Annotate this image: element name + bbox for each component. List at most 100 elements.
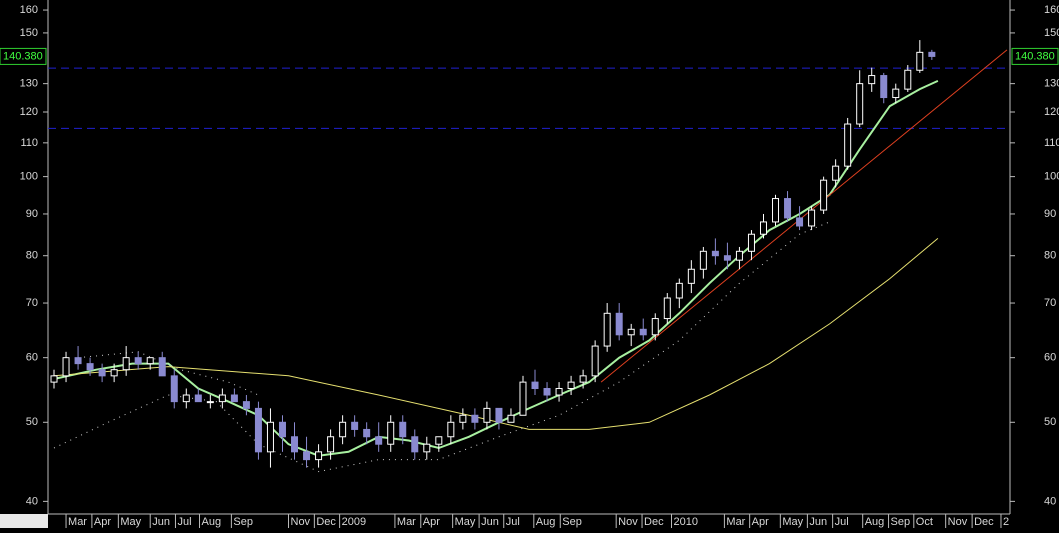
x-tick-label: Jul <box>177 516 191 528</box>
x-tick-label: Nov <box>291 516 311 528</box>
x-tick-label: Mar <box>397 516 416 528</box>
y-tick-label: 90 <box>1044 208 1056 220</box>
x-tick-label: 2 <box>1003 516 1009 528</box>
y-tick-label: 160 <box>1044 4 1059 16</box>
x-tick-label: Jul <box>506 516 520 528</box>
x-axis-strip <box>0 514 48 528</box>
y-tick-label: 160 <box>20 4 38 16</box>
x-tick-label: Mar <box>68 516 87 528</box>
candle-body <box>507 414 515 423</box>
candle-body <box>387 421 395 445</box>
x-tick-label: Aug <box>865 516 885 528</box>
x-tick-label: Jun <box>152 516 170 528</box>
candle-body <box>423 443 431 453</box>
candle-body <box>134 357 142 365</box>
candle-body <box>315 451 323 461</box>
x-tick-label: Oct <box>916 516 933 528</box>
candle-body <box>675 282 683 299</box>
x-tick-label: Jun <box>809 516 827 528</box>
x-tick-label: Sep <box>562 516 582 528</box>
candle-body <box>711 250 719 257</box>
x-tick-label: May <box>455 516 476 528</box>
x-tick-label: Dec <box>316 516 336 528</box>
candle-body <box>303 451 311 461</box>
x-tick-label: 2009 <box>342 516 366 528</box>
y-tick-label: 50 <box>1044 416 1056 428</box>
x-tick-label: Jul <box>835 516 849 528</box>
y-tick-label: 40 <box>1044 495 1056 507</box>
y-tick-label: 50 <box>26 416 38 428</box>
y-tick-label: 80 <box>26 250 38 262</box>
y-tick-label: 70 <box>26 297 38 309</box>
candle-body <box>291 436 299 453</box>
candle-body <box>820 179 828 211</box>
candle-body <box>170 375 178 403</box>
candle-body <box>555 388 563 396</box>
candle-body <box>639 328 647 336</box>
candle-body <box>772 198 780 223</box>
price-label-box <box>1011 47 1059 65</box>
price-label: 140.380 <box>3 50 43 62</box>
y-tick-label: 110 <box>1044 137 1059 149</box>
candle-body <box>230 394 238 403</box>
candle-body <box>327 436 335 453</box>
candle-body <box>182 394 190 403</box>
candle-body <box>531 381 539 390</box>
moving-average-line <box>53 221 830 473</box>
y-tick-label: 110 <box>20 137 38 149</box>
y-tick-label: 130 <box>20 78 38 90</box>
candle-body <box>459 414 467 423</box>
x-tick-label: Dec <box>644 516 664 528</box>
candle-body <box>723 255 731 261</box>
candle-body <box>339 421 347 438</box>
candle-body <box>194 394 202 403</box>
candle-body <box>567 381 575 390</box>
candle-body <box>543 388 551 396</box>
x-tick-label: Mar <box>726 516 745 528</box>
candle-body <box>519 381 527 416</box>
candle-body <box>218 394 226 403</box>
candle-body <box>158 357 166 377</box>
candle-body <box>242 401 250 409</box>
candle-body <box>579 375 587 383</box>
y-tick-label: 150 <box>20 27 38 39</box>
candle-body <box>928 51 936 57</box>
y-tick-label: 90 <box>26 208 38 220</box>
x-tick-label: 2010 <box>673 516 697 528</box>
candle-body <box>447 421 455 438</box>
candle-body <box>435 436 443 445</box>
candle-body <box>880 75 888 99</box>
x-tick-label: Jun <box>481 516 499 528</box>
candle-body <box>98 369 106 377</box>
candle-body <box>687 268 695 284</box>
x-tick-label: May <box>782 516 803 528</box>
y-tick-label: 150 <box>1044 27 1059 39</box>
candle-body <box>50 375 58 383</box>
x-tick-label: Aug <box>536 516 556 528</box>
y-tick-label: 120 <box>1044 106 1059 118</box>
candle-body <box>110 369 118 377</box>
candle-body <box>363 428 371 438</box>
candle-body <box>663 297 671 320</box>
y-tick-label: 80 <box>1044 250 1056 262</box>
candle-body <box>651 318 659 336</box>
y-tick-label: 60 <box>1044 352 1056 364</box>
candle-body <box>399 421 407 438</box>
candle-body <box>796 217 804 227</box>
candle-body <box>411 436 419 453</box>
candle-body <box>266 421 274 453</box>
candle-body <box>483 407 491 423</box>
candle-body <box>603 312 611 347</box>
x-tick-label: Sep <box>233 516 253 528</box>
candle-body <box>471 414 479 423</box>
y-tick-label: 130 <box>1044 78 1059 90</box>
candle-body <box>784 198 792 219</box>
candle-body <box>86 363 94 371</box>
candle-body <box>615 312 623 336</box>
candle-body <box>206 401 214 404</box>
y-tick-label: 40 <box>26 495 38 507</box>
y-tick-label: 100 <box>1044 171 1059 183</box>
candle-body <box>832 165 840 181</box>
